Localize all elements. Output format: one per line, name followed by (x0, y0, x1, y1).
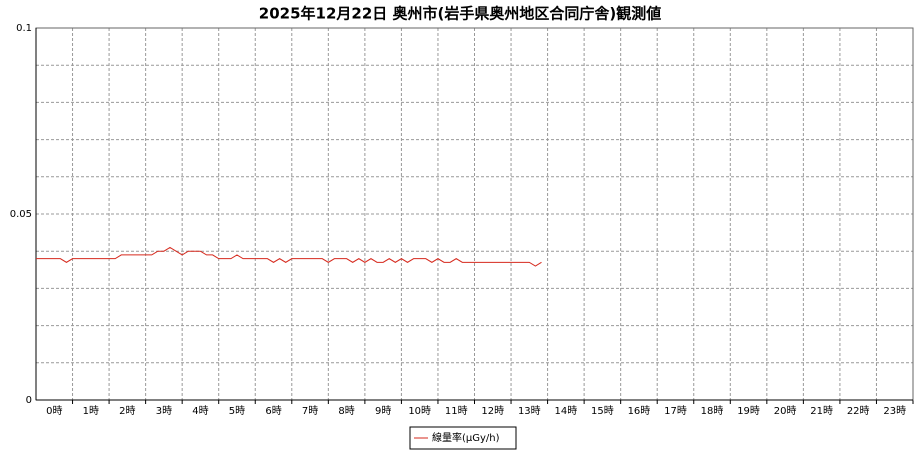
chart-title: 2025年12月22日 奥州市(岩手県奥州地区合同庁舎)観測値 (259, 5, 661, 23)
x-tick-label: 10時 (408, 405, 431, 417)
legend-box (409, 426, 517, 450)
x-tick-label: 15時 (591, 405, 614, 417)
x-tick-label: 23時 (883, 405, 906, 417)
x-tick-label: 4時 (192, 405, 208, 417)
x-tick-label: 5時 (229, 405, 245, 417)
x-tick-label: 17時 (664, 405, 687, 417)
legend-label: 線量率(μGy/h) (432, 431, 500, 444)
data-line (36, 246, 542, 267)
x-tick-label: 8時 (338, 405, 354, 417)
x-tick-label: 18時 (701, 405, 724, 417)
x-tick-label: 0時 (46, 405, 62, 417)
x-tick-label: 11時 (445, 405, 468, 417)
x-tick-label: 7時 (302, 405, 318, 417)
x-tick-label: 20時 (774, 405, 797, 417)
x-tick-label: 12時 (481, 405, 504, 417)
x-tick-label: 6時 (265, 405, 281, 417)
y-tick-label: 0 (26, 395, 32, 406)
x-tick-label: 19時 (737, 405, 760, 417)
x-tick-label: 2時 (119, 405, 135, 417)
x-tick-label: 21時 (810, 405, 833, 417)
y-tick-label: 0.05 (10, 209, 32, 220)
x-tick-label: 1時 (83, 405, 99, 417)
x-tick-label: 22時 (847, 405, 870, 417)
y-tick-label: 0.1 (16, 23, 32, 34)
x-tick-label: 13時 (518, 405, 541, 417)
x-tick-label: 16時 (628, 405, 651, 417)
x-tick-label: 3時 (156, 405, 172, 417)
x-tick-label: 14時 (554, 405, 577, 417)
x-tick-label: 9時 (375, 405, 391, 417)
